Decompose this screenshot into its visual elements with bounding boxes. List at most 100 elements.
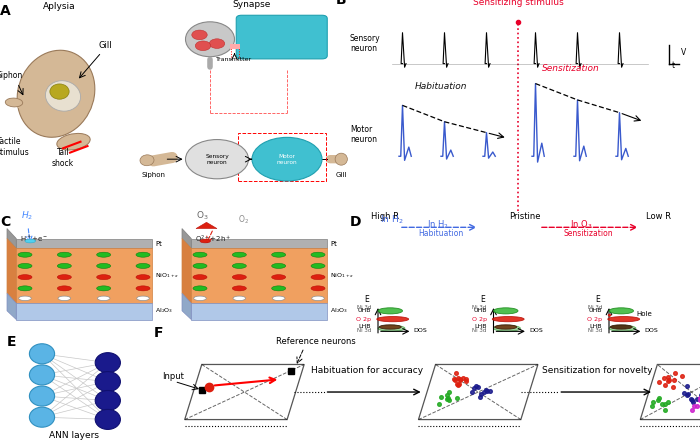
Point (481, 388, 492, 395)
Point (484, 387, 496, 394)
Point (452, 375, 463, 382)
Text: Pristine: Pristine (510, 211, 540, 221)
Text: Sensitization: Sensitization (564, 229, 612, 238)
Point (692, 396, 700, 403)
Ellipse shape (186, 22, 234, 57)
FancyBboxPatch shape (236, 15, 328, 59)
Circle shape (272, 275, 286, 279)
Ellipse shape (46, 81, 80, 111)
Point (460, 377, 471, 384)
Polygon shape (16, 303, 152, 320)
Point (460, 375, 471, 382)
Text: O$_2$: O$_2$ (238, 213, 249, 226)
Circle shape (58, 296, 71, 300)
Circle shape (57, 252, 71, 257)
Ellipse shape (608, 314, 611, 316)
Point (664, 377, 675, 384)
Point (662, 378, 673, 385)
Text: H$_2$: H$_2$ (21, 210, 34, 222)
Circle shape (233, 296, 246, 300)
Point (689, 402, 700, 409)
Polygon shape (191, 239, 327, 248)
Circle shape (193, 286, 207, 291)
Circle shape (311, 252, 325, 257)
Circle shape (272, 263, 286, 268)
Ellipse shape (379, 325, 401, 329)
Text: Pt: Pt (155, 240, 162, 247)
Point (454, 380, 465, 388)
Circle shape (136, 252, 150, 257)
Text: Habituation: Habituation (414, 82, 468, 91)
Text: Siphon: Siphon (0, 72, 22, 81)
Text: O$_3$: O$_3$ (196, 210, 209, 222)
Point (697, 395, 700, 402)
Circle shape (193, 275, 207, 279)
Text: UHB: UHB (358, 308, 371, 313)
Circle shape (195, 41, 211, 51)
Text: ANN layers: ANN layers (49, 431, 99, 440)
Circle shape (29, 344, 55, 364)
Point (652, 396, 664, 404)
Circle shape (18, 275, 32, 279)
Point (470, 382, 482, 389)
Text: O 2p: O 2p (472, 317, 486, 322)
Circle shape (25, 239, 36, 243)
Ellipse shape (495, 325, 517, 329)
Point (659, 382, 671, 389)
Point (694, 397, 700, 404)
Polygon shape (640, 364, 700, 420)
Text: LHB: LHB (589, 324, 602, 329)
Polygon shape (182, 293, 191, 320)
Point (457, 374, 468, 381)
Ellipse shape (50, 84, 69, 99)
Point (648, 398, 659, 405)
Point (474, 393, 485, 400)
Point (696, 397, 700, 404)
Point (448, 376, 459, 383)
Text: DOS: DOS (645, 328, 658, 333)
Circle shape (272, 286, 286, 291)
Ellipse shape (18, 50, 95, 137)
Text: Ni 3d: Ni 3d (472, 328, 486, 333)
Point (682, 390, 694, 397)
FancyArrowPatch shape (153, 158, 172, 161)
Circle shape (312, 296, 324, 300)
Circle shape (194, 296, 206, 300)
Point (668, 376, 680, 384)
Text: O 2p: O 2p (587, 317, 602, 322)
Circle shape (97, 252, 111, 257)
Text: E: E (596, 295, 601, 304)
Circle shape (232, 286, 246, 291)
Point (468, 385, 480, 392)
Polygon shape (196, 222, 217, 229)
Text: Sensitizing stimulus: Sensitizing stimulus (473, 0, 564, 8)
Point (442, 391, 453, 398)
Text: V: V (680, 48, 686, 57)
Point (682, 383, 693, 390)
Circle shape (57, 275, 71, 279)
Circle shape (232, 263, 246, 268)
Point (678, 389, 690, 396)
Text: D: D (350, 215, 361, 229)
Circle shape (97, 286, 111, 291)
Text: Motor
neuron: Motor neuron (350, 125, 377, 144)
Bar (238, 133, 326, 181)
Point (686, 395, 697, 402)
Text: C: C (0, 215, 10, 229)
Circle shape (57, 263, 71, 268)
Ellipse shape (378, 325, 405, 332)
Point (667, 384, 678, 391)
Text: A: A (0, 4, 10, 18)
Point (670, 369, 681, 376)
Circle shape (311, 275, 325, 279)
Text: LHB: LHB (474, 324, 486, 329)
Text: E: E (480, 295, 484, 304)
Circle shape (136, 263, 150, 268)
Point (676, 372, 687, 380)
Text: Pt: Pt (330, 240, 337, 247)
Point (454, 376, 466, 384)
Point (687, 399, 699, 406)
Polygon shape (191, 303, 327, 320)
Point (444, 388, 455, 395)
Text: E: E (7, 335, 17, 349)
